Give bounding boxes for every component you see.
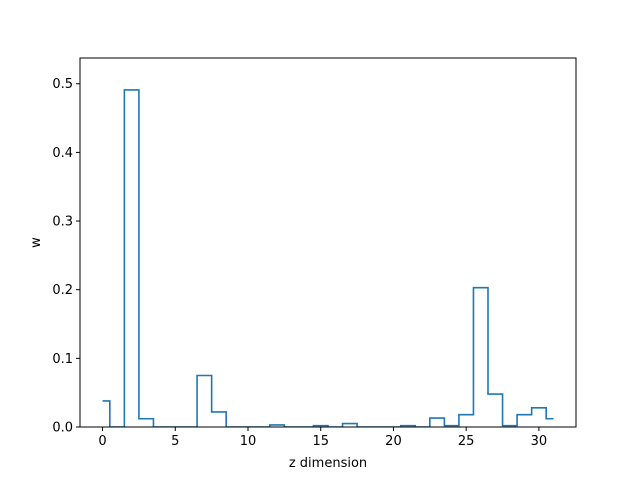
y-tick-label: 0.1 bbox=[52, 352, 73, 367]
y-tick-label: 0.2 bbox=[52, 283, 73, 298]
x-axis-label: z dimension bbox=[289, 456, 367, 471]
x-tick-label: 30 bbox=[531, 434, 548, 449]
axes-frame bbox=[79, 57, 577, 428]
x-tick-label: 15 bbox=[312, 434, 329, 449]
x-tick-label: 20 bbox=[385, 434, 402, 449]
y-tick-label: 0.3 bbox=[52, 215, 73, 230]
plot-area bbox=[102, 89, 554, 427]
y-axis: 0.0 0.1 0.2 0.3 0.4 0.5 bbox=[52, 77, 80, 436]
y-tick-label: 0.0 bbox=[52, 421, 73, 436]
x-tick-label: 10 bbox=[240, 434, 257, 449]
x-tick-label: 25 bbox=[458, 434, 475, 449]
x-tick-label: 0 bbox=[98, 434, 106, 449]
y-tick-label: 0.4 bbox=[52, 146, 73, 161]
y-tick-label: 0.5 bbox=[52, 77, 73, 92]
y-axis-label: w bbox=[29, 237, 44, 248]
x-tick-label: 5 bbox=[171, 434, 179, 449]
x-axis: 0 5 10 15 20 25 30 bbox=[98, 427, 547, 449]
series-step-line bbox=[102, 89, 554, 427]
